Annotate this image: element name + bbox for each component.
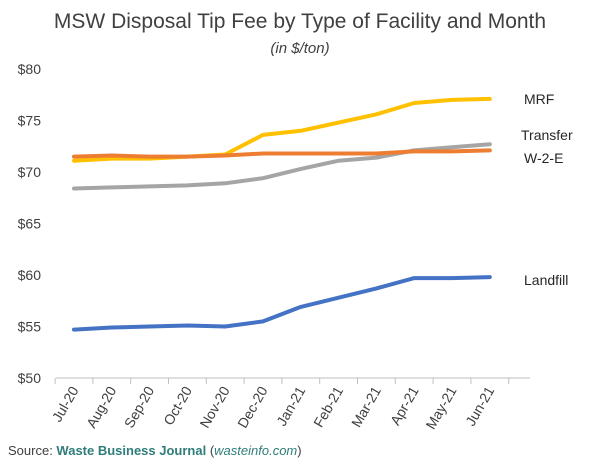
series-label-landfill: Landfill — [524, 272, 568, 288]
source-note: Source: Waste Business Journal (wasteinf… — [8, 443, 302, 458]
chart-title: MSW Disposal Tip Fee by Type of Facility… — [53, 10, 547, 33]
x-tick-label: Sep-20 — [121, 383, 158, 430]
series-line-mrf — [72, 96, 492, 163]
series-label-transfer: Transfer — [521, 127, 573, 143]
source-paren-open: ( — [206, 443, 215, 458]
y-tick-label: $65 — [18, 216, 42, 232]
x-axis: Jul-20 Aug-20 Sep-20 Oct-20 Nov-20 Dec-20 Jan-… — [49, 377, 530, 432]
x-tick-label: May-21 — [422, 383, 459, 432]
x-tick-label: Jun-21 — [462, 383, 497, 428]
y-tick-label: $75 — [18, 113, 42, 129]
series-label-w-2-e: W-2-E — [524, 150, 563, 166]
x-tick-label: Jul-20 — [49, 383, 82, 424]
x-tick-label: Feb-21 — [310, 383, 346, 430]
series-labels: MRF Transfer W-2-E Landfill — [521, 91, 573, 288]
series-lines — [72, 96, 492, 332]
x-tick-label: Apr-21 — [387, 383, 422, 428]
x-tick-label: Dec-20 — [234, 383, 271, 430]
x-tick-label: Nov-20 — [196, 383, 233, 430]
y-axis: $50 $55 $60 $65 $70 $75 $80 — [18, 61, 42, 386]
x-tick-label: Oct-20 — [160, 383, 195, 428]
series-line-landfill — [72, 275, 492, 332]
source-prefix: Source: — [8, 443, 57, 458]
y-tick-label: $80 — [18, 61, 42, 77]
series-line-w-2-e — [72, 148, 492, 159]
x-tick-label: Aug-20 — [83, 383, 120, 430]
x-tick-label: Mar-21 — [348, 383, 384, 430]
y-tick-label: $55 — [18, 319, 42, 335]
y-tick-label: $70 — [18, 164, 42, 180]
series-label-mrf: MRF — [524, 91, 554, 107]
source-site: wasteinfo.com — [214, 443, 298, 458]
y-tick-label: $50 — [18, 370, 42, 386]
y-tick-label: $60 — [18, 267, 42, 283]
chart-subtitle: (in $/ton) — [270, 40, 330, 57]
source-org: Waste Business Journal — [56, 443, 207, 458]
x-tick-label: Jan-21 — [273, 383, 308, 428]
source-paren-close: ) — [297, 443, 302, 458]
